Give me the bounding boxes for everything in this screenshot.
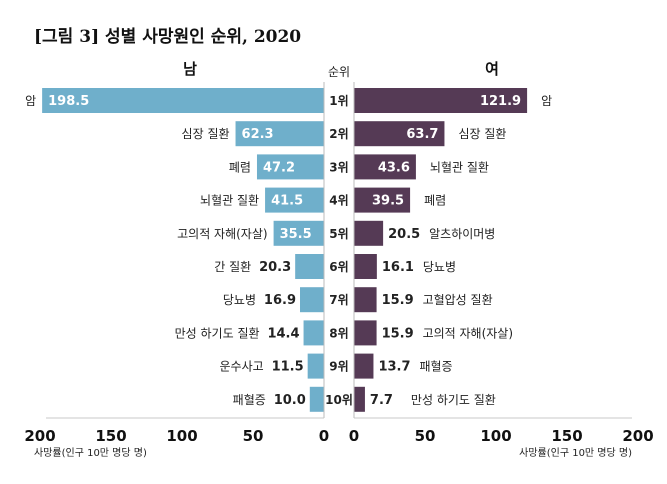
rank-label: 4위 (329, 194, 348, 208)
female-x-tick-label: 50 (415, 427, 436, 445)
female-bar (354, 353, 374, 379)
female-bar (354, 320, 377, 346)
male-bar (295, 254, 324, 279)
axes-group: 0 0 50 50 100 100 150 150 200 200 (24, 82, 654, 445)
rank-label: 1위 (329, 94, 348, 108)
female-x-tick-label: 100 (480, 427, 511, 445)
female-value-label: 13.7 (378, 360, 410, 375)
male-value-label: 20.3 (259, 260, 291, 275)
female-category-label: 뇌혈관 질환 (430, 160, 489, 174)
male-category-label: 만성 하기도 질환 (175, 326, 260, 340)
female-value-label: 15.9 (382, 326, 414, 341)
female-x-tick-label: 0 (349, 427, 359, 445)
rank-label: 10위 (325, 393, 353, 407)
male-x-tick-label: 150 (95, 427, 126, 445)
female-category-label: 알츠하이머병 (429, 227, 495, 241)
male-x-tick-label: 200 (24, 427, 55, 445)
male-value-label: 47.2 (263, 160, 295, 175)
male-series-header: 남 (183, 60, 197, 78)
rank-label: 9위 (329, 360, 348, 374)
bars-group: 198.5 암 1위 121.9 암 62.3 심장 질환 2위 63.7 심장 질환 47.2 폐렴… (25, 88, 552, 412)
chart-title: [그림 3] 성별 사망원인 순위, 2020 (34, 27, 301, 47)
male-bar (300, 287, 324, 313)
female-bar (354, 220, 384, 246)
male-value-label: 198.5 (48, 94, 89, 109)
male-bar (307, 353, 324, 379)
female-value-label: 16.1 (382, 260, 414, 275)
male-x-tick-label: 50 (243, 427, 264, 445)
x-axis-label-left: 사망률(인구 10만 명당 명) (34, 447, 147, 459)
male-category-label: 운수사고 (219, 360, 263, 374)
male-category-label: 패혈증 (233, 393, 266, 407)
male-bar (235, 121, 324, 147)
female-bar (354, 386, 365, 412)
male-value-label: 14.4 (267, 326, 299, 341)
female-value-label: 20.5 (388, 227, 420, 242)
female-bar (354, 121, 445, 147)
male-x-tick-label: 0 (319, 427, 329, 445)
male-value-label: 11.5 (272, 360, 304, 375)
rank-label: 8위 (329, 326, 348, 340)
female-bar (354, 287, 377, 313)
female-category-label: 심장 질환 (458, 127, 506, 141)
male-category-label: 암 (25, 94, 36, 108)
male-bar (42, 88, 324, 113)
female-category-label: 폐렴 (424, 194, 446, 208)
male-value-label: 41.5 (271, 194, 303, 209)
female-bar (354, 88, 528, 113)
male-bar (265, 187, 324, 213)
female-value-label: 39.5 (372, 194, 404, 209)
female-value-label: 63.7 (406, 127, 438, 142)
male-category-label: 간 질환 (214, 260, 251, 274)
male-value-label: 16.9 (264, 293, 296, 308)
rank-label: 6위 (329, 260, 348, 274)
male-value-label: 62.3 (242, 127, 274, 142)
male-x-tick-label: 100 (166, 427, 197, 445)
female-bar (354, 187, 411, 213)
male-category-label: 당뇨병 (223, 293, 256, 307)
female-category-label: 패혈증 (419, 360, 452, 374)
x-axis-label-right: 사망률(인구 10만 명당 명) (519, 447, 632, 459)
female-value-label: 43.6 (378, 160, 410, 175)
male-category-label: 고의적 자해(자살) (177, 227, 267, 241)
male-bar (309, 386, 324, 412)
female-category-label: 고의적 자해(자살) (423, 326, 513, 340)
male-bar (256, 154, 324, 180)
rank-label: 5위 (329, 227, 348, 241)
female-category-label: 고혈압성 질환 (423, 293, 493, 307)
female-category-label: 암 (541, 94, 552, 108)
rank-label: 7위 (329, 293, 348, 307)
rank-header: 순위 (328, 65, 350, 79)
female-x-tick-label: 150 (551, 427, 582, 445)
female-value-label: 121.9 (480, 94, 521, 109)
female-category-label: 당뇨병 (423, 260, 456, 274)
male-value-label: 35.5 (280, 227, 312, 242)
female-bar (354, 254, 377, 279)
female-x-tick-label: 200 (622, 427, 653, 445)
male-category-label: 심장 질환 (182, 127, 230, 141)
male-category-label: 뇌혈관 질환 (200, 194, 259, 208)
female-value-label: 7.7 (370, 393, 393, 408)
female-series-header: 여 (485, 60, 499, 78)
male-bar (273, 220, 324, 246)
female-bar (354, 154, 416, 180)
rank-label: 2위 (329, 127, 348, 141)
female-value-label: 15.9 (382, 293, 414, 308)
female-category-label: 만성 하기도 질환 (411, 393, 496, 407)
male-bar (303, 320, 324, 346)
rank-label: 3위 (329, 160, 348, 174)
male-category-label: 폐렴 (229, 160, 251, 174)
male-value-label: 10.0 (274, 393, 306, 408)
